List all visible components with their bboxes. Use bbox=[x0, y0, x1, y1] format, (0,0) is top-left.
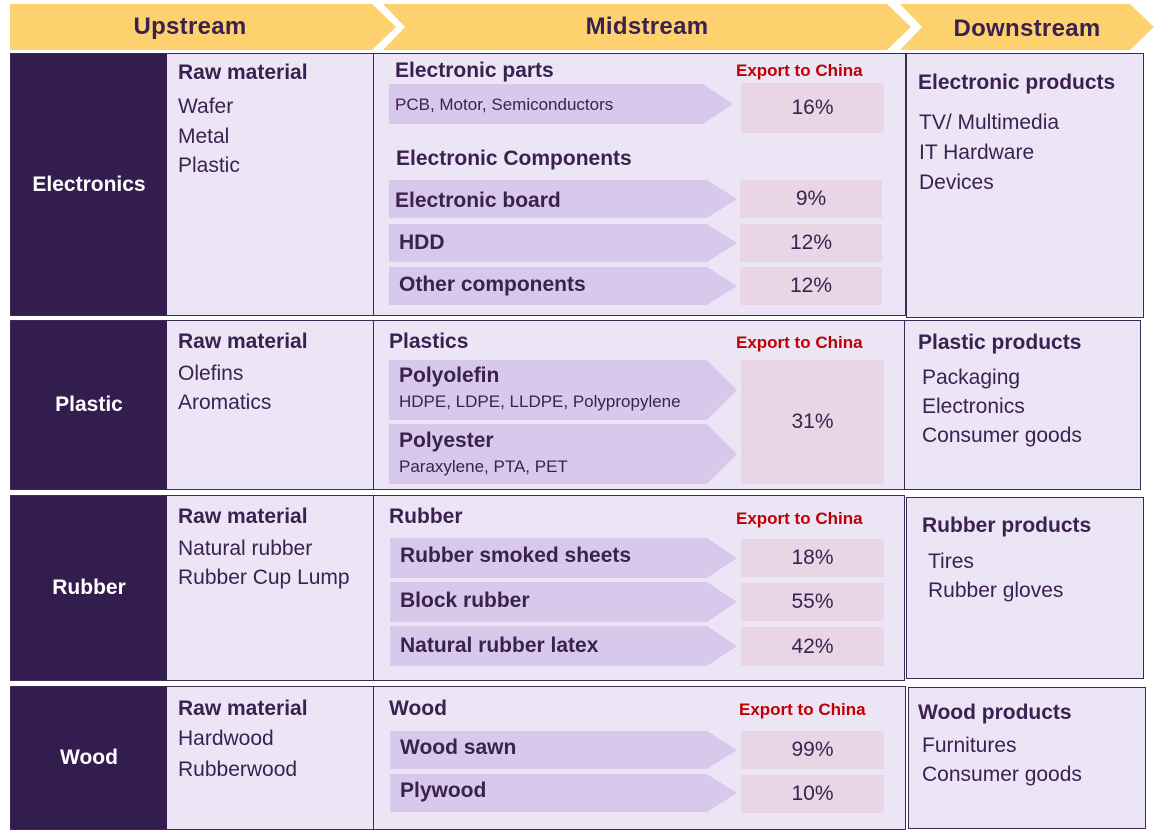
electronics-component-label: Other components bbox=[399, 273, 586, 296]
wood-percent: 10% bbox=[741, 775, 884, 813]
arrow-shape bbox=[390, 774, 737, 812]
plastic-export-label: Export to China bbox=[736, 333, 863, 352]
wood-down-item: Consumer goods bbox=[922, 763, 1082, 786]
rubber-mid-title: Rubber bbox=[389, 505, 463, 528]
rubber-percent: 18% bbox=[741, 539, 884, 577]
plastic-arrow-label: Polyolefin bbox=[399, 364, 500, 387]
wood-mid-title: Wood bbox=[389, 697, 447, 720]
wood-arrow-label: Plywood bbox=[400, 779, 487, 802]
electronics-component-percent: 12% bbox=[740, 267, 882, 305]
header-upstream: Upstream bbox=[10, 4, 396, 50]
rubber-arrow-label: Rubber smoked sheets bbox=[400, 544, 632, 567]
upstream-chevron-shape bbox=[10, 4, 396, 50]
electronics-raw-item: Metal bbox=[178, 125, 230, 148]
arrow-shape bbox=[390, 731, 737, 769]
arrow-shape bbox=[389, 424, 737, 484]
plastic-percent: 31% bbox=[741, 360, 884, 484]
header-midstream-label: Midstream bbox=[585, 13, 709, 40]
header-midstream: Midstream bbox=[383, 4, 911, 50]
rubber-arrow-label: Natural rubber latex bbox=[400, 634, 599, 657]
wood-percent: 99% bbox=[741, 731, 884, 769]
plastic-downstream-panel bbox=[904, 320, 1141, 490]
plastic-arrow-sub: Paraxylene, PTA, PET bbox=[399, 457, 568, 476]
electronics-parts-arrow: PCB, Motor, Semiconductors bbox=[389, 84, 733, 124]
wood-arrow: Plywood bbox=[390, 774, 737, 812]
rubber-downstream-panel bbox=[906, 497, 1144, 679]
wood-arrow-label: Wood sawn bbox=[400, 736, 517, 759]
plastic-arrow-label: Polyester bbox=[399, 429, 494, 452]
arrow-shape bbox=[389, 180, 737, 218]
rubber-down-title: Rubber products bbox=[922, 514, 1092, 537]
wood-down-item: Furnitures bbox=[922, 734, 1017, 757]
electronics-components-title: Electronic Components bbox=[396, 147, 632, 170]
wood-raw-title: Raw material bbox=[178, 697, 308, 720]
arrow-shape bbox=[390, 582, 737, 622]
plastic-raw-title: Raw material bbox=[178, 330, 308, 353]
plastic-down-item: Packaging bbox=[922, 366, 1021, 389]
rubber-raw-title: Raw material bbox=[178, 505, 308, 528]
plastic-raw-item: Aromatics bbox=[178, 391, 272, 414]
wood-downstream-panel bbox=[908, 687, 1146, 829]
electronics-component-percent: 9% bbox=[740, 180, 882, 218]
header-downstream-label: Downstream bbox=[953, 15, 1101, 42]
electronics-down-item: Devices bbox=[919, 171, 994, 194]
rubber-arrow: Block rubber bbox=[390, 582, 737, 622]
plastic-down-title: Plastic products bbox=[918, 331, 1082, 354]
electronics-component-arrow: Electronic board bbox=[389, 180, 737, 218]
wood-arrow: Wood sawn bbox=[390, 731, 737, 769]
plastic-arrow: Polyester Paraxylene, PTA, PET bbox=[389, 424, 737, 484]
rubber-down-item: Tires bbox=[928, 550, 974, 573]
midstream-chevron-shape bbox=[383, 4, 911, 50]
electronics-component-arrow: HDD bbox=[389, 224, 737, 262]
electronics-component-label: HDD bbox=[399, 231, 445, 254]
electronics-raw-item: Plastic bbox=[178, 154, 240, 177]
header-downstream: Downstream bbox=[900, 4, 1154, 50]
rubber-percent: 42% bbox=[741, 627, 884, 666]
electronics-raw-item: Wafer bbox=[178, 95, 234, 118]
plastic-arrow-sub: HDPE, LDPE, LLDPE, Polypropylene bbox=[399, 392, 681, 411]
rubber-export-label: Export to China bbox=[736, 509, 863, 528]
arrow-shape bbox=[390, 538, 737, 578]
rubber-down-item: Rubber gloves bbox=[928, 579, 1064, 602]
wood-category: Wood bbox=[11, 687, 167, 829]
electronics-component-arrow: Other components bbox=[389, 267, 737, 305]
rubber-raw-item: Natural rubber bbox=[178, 537, 313, 560]
plastic-arrow: Polyolefin HDPE, LDPE, LLDPE, Polypropyl… bbox=[389, 360, 737, 420]
wood-down-title: Wood products bbox=[918, 701, 1072, 724]
electronics-parts-percent: 16% bbox=[741, 83, 884, 133]
wood-raw-item: Rubberwood bbox=[178, 758, 298, 781]
electronics-component-percent: 12% bbox=[740, 224, 882, 262]
plastic-mid-title: Plastics bbox=[389, 330, 469, 353]
electronics-parts-sub: PCB, Motor, Semiconductors bbox=[395, 95, 614, 114]
rubber-arrow: Rubber smoked sheets bbox=[390, 538, 737, 578]
rubber-arrow-label: Block rubber bbox=[400, 589, 530, 612]
arrow-shape bbox=[389, 224, 737, 262]
downstream-chevron-shape bbox=[900, 4, 1154, 50]
electronics-down-title: Electronic products bbox=[918, 71, 1116, 94]
electronics-down-item: TV/ Multimedia bbox=[919, 111, 1060, 134]
electronics-category: Electronics bbox=[11, 54, 167, 315]
electronics-export-label: Export to China bbox=[736, 61, 863, 80]
electronics-component-label: Electronic board bbox=[395, 189, 561, 212]
plastic-down-item: Electronics bbox=[922, 395, 1025, 418]
electronics-down-item: IT Hardware bbox=[919, 141, 1035, 164]
electronics-raw-title: Raw material bbox=[178, 61, 308, 84]
rubber-percent: 55% bbox=[741, 583, 884, 621]
wood-export-label: Export to China bbox=[739, 700, 866, 719]
electronics-downstream-panel bbox=[906, 53, 1144, 318]
arrow-shape bbox=[389, 267, 737, 305]
header-upstream-label: Upstream bbox=[133, 13, 247, 40]
arrow-shape bbox=[389, 84, 733, 124]
plastic-category: Plastic bbox=[11, 321, 167, 489]
plastic-raw-item: Olefins bbox=[178, 362, 244, 385]
arrow-shape bbox=[390, 626, 737, 666]
wood-raw-item: Hardwood bbox=[178, 727, 274, 750]
rubber-arrow: Natural rubber latex bbox=[390, 626, 737, 666]
arrow-shape bbox=[389, 360, 737, 420]
rubber-raw-item: Rubber Cup Lump bbox=[178, 566, 350, 589]
plastic-down-item: Consumer goods bbox=[922, 424, 1082, 447]
electronics-mid-title: Electronic parts bbox=[395, 59, 554, 82]
rubber-category: Rubber bbox=[11, 496, 167, 680]
